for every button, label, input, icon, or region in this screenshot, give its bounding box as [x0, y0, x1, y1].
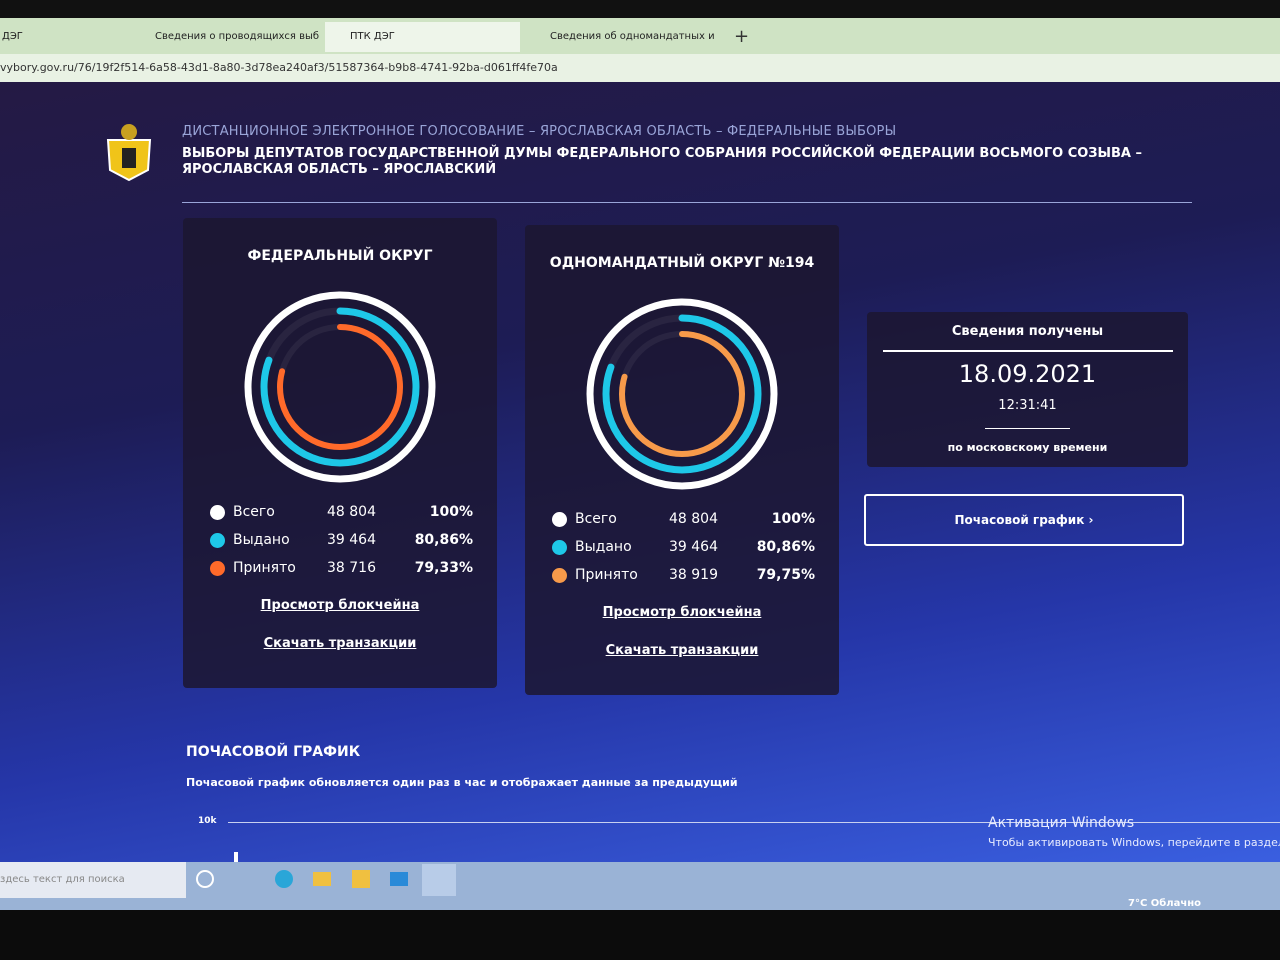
legend-dot	[210, 533, 225, 548]
ring-arc	[244, 291, 436, 483]
panel-title: ФЕДЕРАЛЬНЫЙ ОКРУГ	[247, 248, 433, 264]
monitor-bezel	[0, 910, 1280, 960]
ring-chart	[244, 291, 436, 483]
legend-row: Выдано 39 464 80,86%	[525, 539, 839, 565]
row-percent: 100%	[771, 511, 815, 527]
ring-chart	[586, 298, 778, 490]
hourly-title: ПОЧАСОВОЙ ГРАФИК	[186, 744, 361, 760]
legend-dot	[552, 540, 567, 555]
grid-line	[228, 822, 1280, 823]
legend-row: Всего 48 804 100%	[525, 511, 839, 537]
chrome-icon[interactable]	[422, 864, 456, 896]
new-tab-icon[interactable]: +	[734, 26, 750, 47]
tab[interactable]: Сведения об одномандатных и	[550, 31, 715, 42]
legend-dot	[210, 505, 225, 520]
tab[interactable]: ПТК ДЭГ	[325, 22, 520, 52]
panel-link[interactable]: Скачать транзакции	[605, 643, 759, 658]
row-label: Выдано	[233, 532, 290, 548]
start-icon[interactable]	[196, 870, 214, 888]
watermark-text: Чтобы активировать Windows, перейдите в …	[988, 836, 1280, 849]
hourly-description: Почасовой график обновляется один раз в …	[186, 776, 738, 789]
y-tick-label: 10k	[198, 816, 217, 826]
web-page: ДИСТАНЦИОННОЕ ЭЛЕКТРОННОЕ ГОЛОСОВАНИЕ – …	[0, 82, 1280, 862]
edge-icon[interactable]	[275, 870, 293, 888]
header-subtitle: ДИСТАНЦИОННОЕ ЭЛЕКТРОННОЕ ГОЛОСОВАНИЕ – …	[182, 124, 897, 139]
hourly-chart-button[interactable]: Почасовой график ›	[864, 494, 1184, 546]
panel-link[interactable]: Просмотр блокчейна	[602, 605, 762, 620]
divider	[182, 202, 1192, 203]
legend-row: Принято 38 716 79,33%	[183, 560, 497, 586]
chart-bar-stub	[234, 852, 238, 862]
legend-row: Всего 48 804 100%	[183, 504, 497, 530]
row-label: Всего	[233, 504, 275, 520]
taskbar: здесь текст для поиска 7°C Облачно	[0, 862, 1280, 910]
row-count: 48 804	[327, 504, 376, 520]
url: vybory.gov.ru/76/19f2f514-6a58-43d1-8a80…	[0, 61, 558, 74]
ring-arc	[602, 314, 762, 474]
row-label: Принято	[233, 560, 296, 576]
address-bar[interactable]: vybory.gov.ru/76/19f2f514-6a58-43d1-8a80…	[0, 54, 1280, 82]
row-count: 38 716	[327, 560, 376, 576]
ring-arc	[586, 298, 778, 490]
logo	[106, 124, 152, 182]
info-time: 12:31:41	[998, 398, 1057, 413]
legend-dot	[552, 512, 567, 527]
info-title: Сведения получены	[951, 324, 1104, 339]
legend-row: Выдано 39 464 80,86%	[183, 532, 497, 558]
ring-arc	[260, 307, 420, 467]
watermark-title: Активация Windows	[988, 815, 1135, 831]
row-label: Принято	[575, 567, 638, 583]
info-date: 18.09.2021	[958, 360, 1097, 388]
header-title: ВЫБОРЫ ДЕПУТАТОВ ГОСУДАРСТВЕННОЙ ДУМЫ ФЕ…	[182, 146, 1142, 177]
weather: 7°C Облачно	[1128, 898, 1201, 909]
explorer-icon[interactable]	[313, 872, 331, 886]
legend-dot	[210, 561, 225, 576]
panel-title: ОДНОМАНДАТНЫЙ ОКРУГ №194	[549, 255, 815, 271]
info-note: по московскому времени	[947, 441, 1108, 454]
mail-icon[interactable]	[390, 872, 408, 886]
row-percent: 80,86%	[414, 532, 473, 548]
row-percent: 79,75%	[756, 567, 815, 583]
row-count: 48 804	[669, 511, 718, 527]
ring-arc	[619, 331, 745, 457]
tab-bar: ДЭГ Сведения о проводящихся выб ПТК ДЭГ …	[0, 18, 1280, 54]
tab[interactable]: Сведения о проводящихся выб	[155, 31, 320, 42]
legend-dot	[552, 568, 567, 583]
store-icon[interactable]	[352, 870, 370, 888]
row-label: Всего	[575, 511, 617, 527]
row-percent: 100%	[429, 504, 473, 520]
panel-link[interactable]: Скачать транзакции	[263, 636, 417, 651]
stats-panel: ОДНОМАНДАТНЫЙ ОКРУГ №194 Всего 48 804 100% В…	[525, 225, 839, 695]
row-percent: 80,86%	[756, 539, 815, 555]
stats-panel: ФЕДЕРАЛЬНЫЙ ОКРУГ Всего 48 804 100% Выдано 39…	[183, 218, 497, 688]
row-count: 39 464	[327, 532, 376, 548]
row-count: 39 464	[669, 539, 718, 555]
divider	[985, 428, 1070, 429]
row-percent: 79,33%	[414, 560, 473, 576]
row-count: 38 919	[669, 567, 718, 583]
ring-arc	[277, 324, 403, 450]
row-label: Выдано	[575, 539, 632, 555]
legend-row: Принято 38 919 79,75%	[525, 567, 839, 593]
info-box: Сведения получены 18.09.2021 12:31:41 по…	[867, 312, 1188, 467]
panel-link[interactable]: Просмотр блокчейна	[260, 598, 420, 613]
divider	[883, 350, 1173, 352]
search-box[interactable]: здесь текст для поиска	[0, 862, 186, 898]
tab[interactable]: ДЭГ	[2, 31, 23, 42]
